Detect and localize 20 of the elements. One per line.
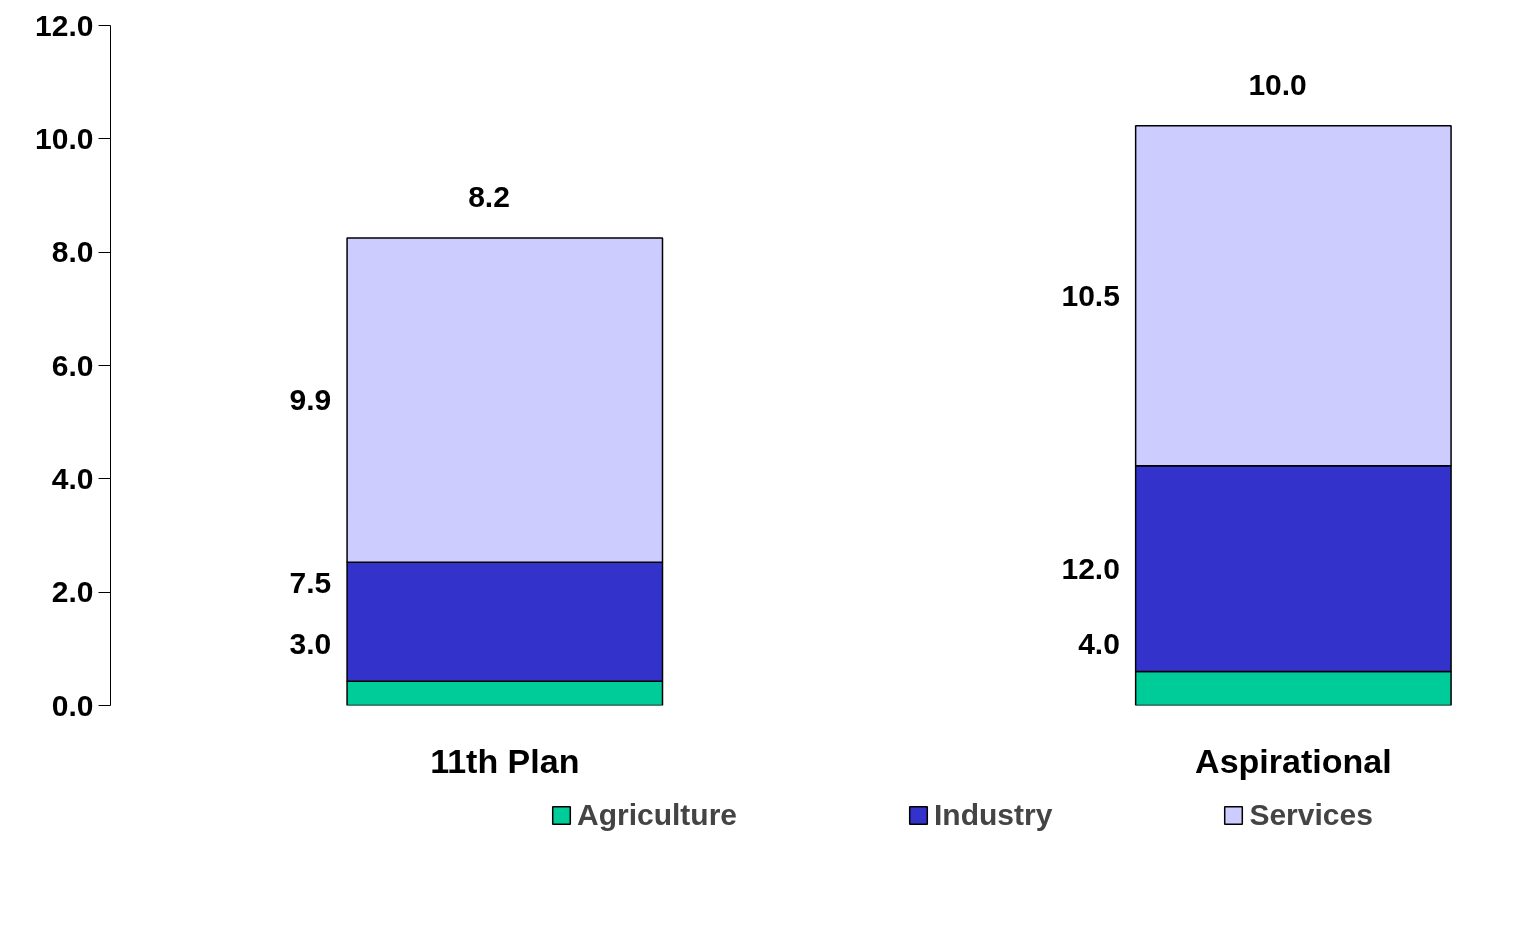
y-tick-label: 12.0 (35, 8, 94, 42)
annotation: 10.0 (1248, 68, 1307, 101)
y-tick-label: 6.0 (51, 348, 94, 382)
annotation: 3.0 (289, 627, 332, 661)
y-tick-label: 0.0 (51, 688, 94, 722)
annotation: 4.0 (1078, 627, 1120, 661)
y-tick-label: 8.0 (51, 235, 94, 269)
legend-label: Industry (934, 798, 1053, 832)
annotation: 9.9 (289, 383, 332, 417)
legend-label: Services (1249, 798, 1373, 832)
y-tick-label: 2.0 (51, 575, 94, 609)
annotation: 10.5 (1061, 278, 1120, 312)
x-tick-label: 11th Plan (430, 741, 580, 780)
annotation: 8.2 (468, 180, 510, 214)
annotation: 12.0 (1061, 551, 1120, 585)
x-tick-label: Aspirational (1195, 741, 1392, 780)
y-tick-label: 10.0 (35, 121, 94, 155)
legend-label: Agriculture (577, 798, 738, 832)
annotation: 7.5 (289, 566, 332, 600)
y-tick-label: 4.0 (51, 461, 94, 495)
